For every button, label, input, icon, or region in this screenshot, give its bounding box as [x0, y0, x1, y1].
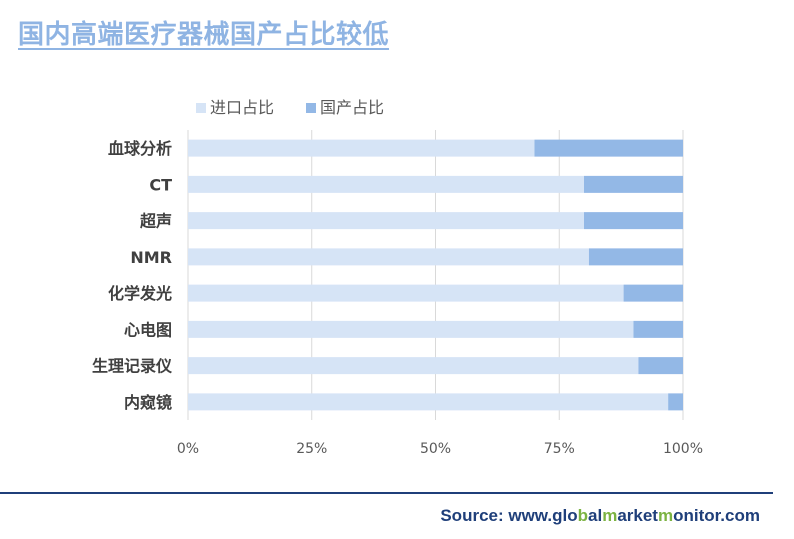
category-label: 血球分析: [108, 139, 172, 158]
legend-swatch: [196, 103, 206, 113]
bar-domestic: [668, 393, 683, 411]
x-tick-label: 25%: [296, 441, 327, 457]
chart-title: 国内高端医疗器械国产占比较低: [18, 20, 390, 50]
bar-domestic: [534, 139, 683, 157]
legend-swatch: [306, 103, 316, 113]
category-label: CT: [149, 175, 172, 194]
x-tick-label: 75%: [544, 441, 575, 457]
bar-domestic: [633, 320, 683, 338]
category-label: 内窥镜: [124, 393, 172, 412]
bar-domestic: [623, 284, 683, 302]
bar-import: [188, 248, 589, 266]
bar-import: [188, 284, 624, 302]
bar-domestic: [584, 212, 683, 230]
legend-label: 国产占比: [320, 98, 384, 117]
bar-domestic: [638, 357, 683, 375]
source-credit: Source: www.globalmarketmonitor.com: [440, 506, 760, 526]
x-tick-label: 50%: [420, 441, 451, 457]
x-tick-label: 0%: [177, 441, 199, 457]
source-part: al: [588, 506, 603, 525]
legend-label: 进口占比: [210, 98, 274, 117]
x-tick-label: 100%: [663, 441, 703, 457]
bar-import: [188, 393, 669, 411]
source-part: Source: www.glo: [440, 506, 578, 525]
bar-import: [188, 357, 639, 375]
bar-import: [188, 212, 584, 230]
source-highlight: m: [602, 506, 618, 525]
bar-import: [188, 139, 535, 157]
source-part: arket: [617, 506, 658, 525]
category-label: 心电图: [124, 320, 172, 339]
category-label: NMR: [130, 248, 172, 267]
source-part: onitor.com: [673, 506, 760, 525]
category-label: 生理记录仪: [92, 357, 173, 376]
footer-divider: [0, 492, 773, 494]
bar-domestic: [584, 175, 683, 193]
category-label: 化学发光: [108, 284, 172, 303]
source-highlight: b: [577, 506, 589, 525]
bar-import: [188, 175, 584, 193]
source-highlight: m: [657, 506, 674, 525]
category-label: 超声: [139, 212, 172, 231]
bar-import: [188, 320, 634, 338]
bar-domestic: [588, 248, 683, 266]
